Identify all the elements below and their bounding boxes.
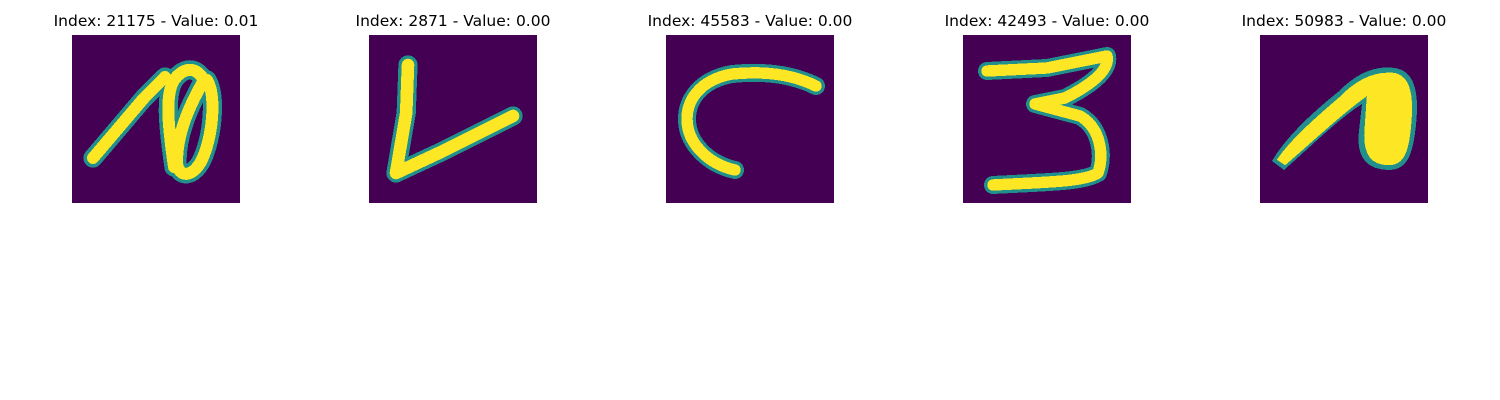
panel-title: Index: 2871 - Value: 0.00 xyxy=(355,12,551,30)
hooked-stroke-icon xyxy=(72,35,240,203)
image-panel-1: Index: 21175 - Value: 0.01 xyxy=(26,0,286,210)
letter-c-icon xyxy=(666,35,834,203)
digit-image xyxy=(666,35,834,203)
digit-image xyxy=(963,35,1131,203)
digit-image xyxy=(72,35,240,203)
panel-title: Index: 21175 - Value: 0.01 xyxy=(53,12,259,30)
digit-image xyxy=(369,35,537,203)
digit-3-icon xyxy=(963,35,1131,203)
digit-image xyxy=(1260,35,1428,203)
letter-l-icon xyxy=(369,35,537,203)
image-panel-5: Index: 50983 - Value: 0.00 xyxy=(1214,0,1474,210)
filled-hook-icon xyxy=(1260,35,1428,203)
image-panel-2: Index: 2871 - Value: 0.00 xyxy=(323,0,583,210)
panel-title: Index: 50983 - Value: 0.00 xyxy=(1241,12,1447,30)
image-panel-4: Index: 42493 - Value: 0.00 xyxy=(917,0,1177,210)
panel-title: Index: 42493 - Value: 0.00 xyxy=(944,12,1150,30)
image-panel-3: Index: 45583 - Value: 0.00 xyxy=(620,0,880,210)
panel-title: Index: 45583 - Value: 0.00 xyxy=(647,12,853,30)
